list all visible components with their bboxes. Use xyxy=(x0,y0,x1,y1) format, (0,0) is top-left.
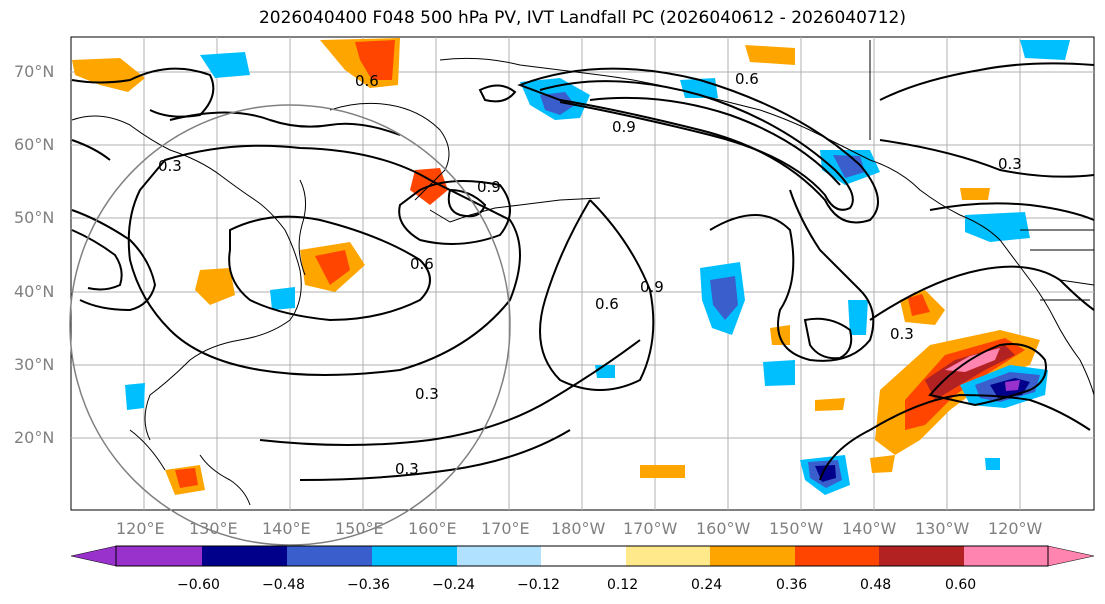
lon-label-160w: 160°W xyxy=(696,519,751,538)
lon-label-150e: 150°E xyxy=(335,519,384,538)
contour-label: 0.3 xyxy=(890,325,914,343)
lon-label-130e: 130°E xyxy=(189,519,238,538)
pv-anomaly-positive xyxy=(745,45,795,65)
pv-anomaly-positive xyxy=(640,465,685,478)
colorbar-tick: 0.24 xyxy=(691,577,723,593)
colorbar-tick: 0.60 xyxy=(945,577,977,593)
contour-label: 0.9 xyxy=(640,278,664,296)
contour-label: 0.3 xyxy=(158,157,182,175)
pv-anomaly-negative xyxy=(763,360,795,386)
colorbar-tick: 0.12 xyxy=(607,577,639,593)
ivt-contours xyxy=(71,62,1095,481)
contour-label: 0.9 xyxy=(612,118,636,136)
pv-anomaly-negative-max xyxy=(1005,380,1020,391)
colorbar xyxy=(70,545,1095,567)
pv-anomaly-negative xyxy=(965,212,1030,242)
map-title: 2026040400 F048 500 hPa PV, IVT Landfall… xyxy=(258,8,906,28)
lon-label-160e: 160°E xyxy=(408,519,457,538)
pv-anomaly-strong xyxy=(175,468,198,488)
distance-circle xyxy=(69,104,511,546)
lon-label-140e: 140°E xyxy=(262,519,311,538)
colorbar-tick: −0.36 xyxy=(347,577,390,593)
lon-label-170w: 170°W xyxy=(623,519,678,538)
lon-label-120e: 120°E xyxy=(116,519,165,538)
colorbar-tick: 0.36 xyxy=(776,577,808,593)
pv-anomaly-negative-strong xyxy=(833,155,865,178)
pv-anomaly-strong xyxy=(908,294,930,316)
pv-anomaly-strong xyxy=(315,250,350,285)
pv-anomaly-negative xyxy=(1020,40,1070,60)
pv-anomaly-negative xyxy=(270,287,295,310)
pv-anomaly-positive xyxy=(960,188,990,200)
lat-label-30n: 30°N xyxy=(14,355,55,374)
pv-anomaly-positive xyxy=(815,398,845,411)
lat-label-40n: 40°N xyxy=(14,282,55,301)
pv-anomaly-negative xyxy=(595,365,615,378)
lat-label-60n: 60°N xyxy=(14,135,55,154)
lon-label-130w: 130°W xyxy=(915,519,970,538)
colorbar-tick: −0.48 xyxy=(262,577,305,593)
pv-anomaly-negative-strong xyxy=(710,276,738,320)
contour-label: 0.6 xyxy=(410,255,434,273)
colorbar-tick: −0.24 xyxy=(432,577,475,593)
pv-anomaly-positive xyxy=(870,455,895,473)
coastlines xyxy=(71,40,1095,506)
pv-anomaly-extreme xyxy=(945,348,1000,372)
colorbar-tick: −0.12 xyxy=(517,577,560,593)
pv-anomaly-negative xyxy=(985,458,1000,470)
pv-anomaly-negative xyxy=(125,383,145,410)
lon-label-120w: 120°W xyxy=(988,519,1043,538)
contour-label: 0.3 xyxy=(415,385,439,403)
lat-label-70n: 70°N xyxy=(14,62,55,81)
pv-anomaly-negative-strong xyxy=(540,92,575,115)
pv-anomaly-negative xyxy=(200,52,250,78)
pv-anomaly-positive xyxy=(195,268,235,305)
lat-label-50n: 50°N xyxy=(14,208,55,227)
contour-label: 0.9 xyxy=(477,178,501,196)
contour-label: 0.3 xyxy=(998,155,1022,173)
contour-label: 0.6 xyxy=(735,70,759,88)
lon-label-140w: 140°W xyxy=(842,519,897,538)
contour-label: 0.6 xyxy=(595,295,619,313)
lon-label-150w: 150°W xyxy=(769,519,824,538)
colorbar-tick: 0.48 xyxy=(860,577,892,593)
pv-anomaly-negative xyxy=(848,300,868,335)
lat-label-20n: 20°N xyxy=(14,428,55,447)
lon-label-180w: 180°W xyxy=(551,519,606,538)
pv-anomaly-positive xyxy=(72,58,145,92)
pv-anomaly-strong xyxy=(355,40,395,80)
pv-shading xyxy=(72,38,1070,495)
contour-label: 0.3 xyxy=(395,460,419,478)
contour-label: 0.6 xyxy=(355,72,379,90)
lon-label-170e: 170°E xyxy=(481,519,530,538)
colorbar-tick: −0.60 xyxy=(177,577,220,593)
